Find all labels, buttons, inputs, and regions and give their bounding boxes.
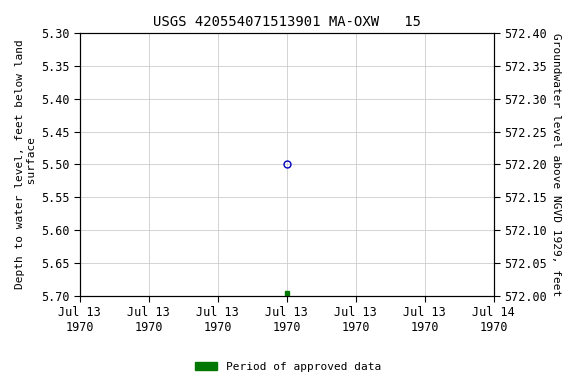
Y-axis label: Groundwater level above NGVD 1929, feet: Groundwater level above NGVD 1929, feet (551, 33, 561, 296)
Title: USGS 420554071513901 MA-OXW   15: USGS 420554071513901 MA-OXW 15 (153, 15, 420, 29)
Y-axis label: Depth to water level, feet below land
 surface: Depth to water level, feet below land su… (15, 40, 37, 290)
Legend: Period of approved data: Period of approved data (191, 358, 385, 377)
